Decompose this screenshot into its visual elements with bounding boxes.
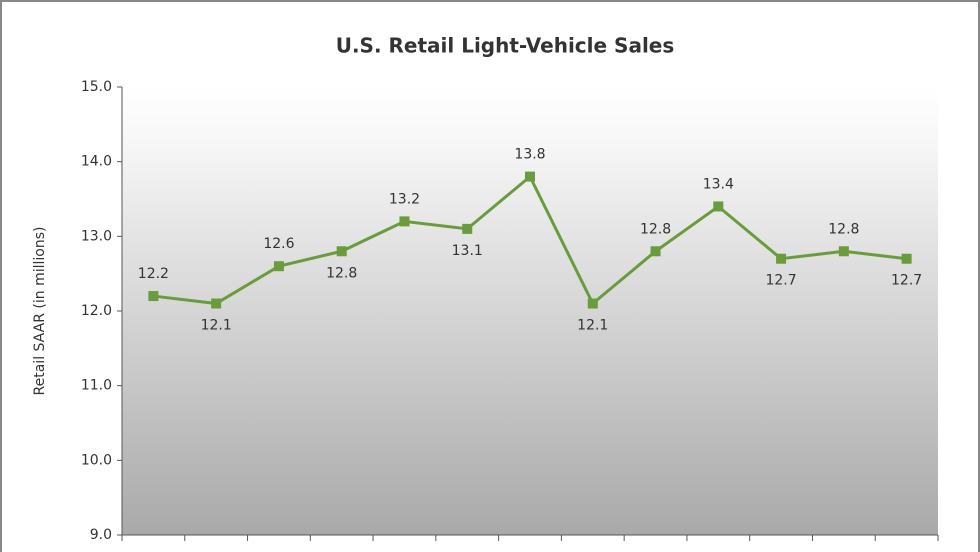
y-tick-label: 15.0 — [81, 79, 112, 95]
data-label: 13.2 — [389, 191, 420, 207]
marker — [399, 216, 410, 227]
y-tick-label: 13.0 — [81, 228, 112, 244]
chart-title: U.S. Retail Light-Vehicle Sales — [336, 34, 675, 58]
data-label: 12.8 — [640, 221, 671, 237]
y-tick-label: 14.0 — [81, 154, 112, 170]
marker — [650, 246, 661, 257]
y-tick-label: 11.0 — [81, 378, 112, 394]
y-tick-label: 9.0 — [90, 527, 112, 543]
plot-area — [122, 87, 938, 535]
data-label: 12.6 — [263, 236, 294, 252]
data-label: 12.7 — [891, 273, 922, 289]
marker — [776, 253, 787, 264]
marker — [336, 246, 347, 257]
marker — [587, 298, 598, 309]
marker — [462, 223, 473, 234]
data-label: 12.1 — [201, 318, 232, 334]
data-label: 12.8 — [828, 221, 859, 237]
marker — [713, 201, 724, 212]
marker — [148, 291, 159, 302]
marker — [525, 171, 535, 182]
marker — [901, 253, 912, 264]
marker — [211, 298, 222, 309]
data-label: 12.2 — [138, 266, 169, 282]
y-tick-label: 12.0 — [81, 303, 112, 319]
marker — [273, 261, 284, 272]
y-tick-label: 10.0 — [81, 452, 112, 468]
data-label: 13.8 — [514, 147, 545, 163]
y-axis-label: Retail SAAR (in millions) — [32, 227, 48, 396]
data-label: 12.1 — [577, 318, 608, 334]
data-label: 13.4 — [703, 176, 734, 192]
data-label: 12.7 — [765, 273, 796, 289]
data-label: 12.8 — [326, 265, 357, 281]
marker — [838, 246, 849, 257]
data-label: 13.1 — [452, 243, 483, 259]
